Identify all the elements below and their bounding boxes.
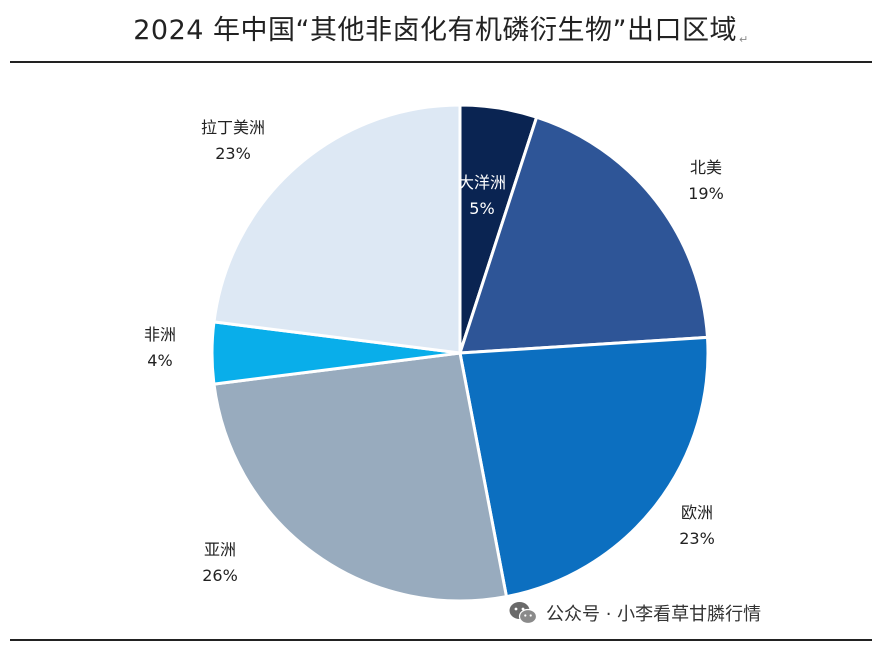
slice-pct-2: 23% bbox=[679, 529, 715, 548]
slice-pct-1: 19% bbox=[688, 184, 724, 203]
top-rule bbox=[10, 61, 872, 63]
pie-labels: 大洋洲 5% 北美 19% 欧洲 23% 亚洲 26% 非洲 4% 拉丁美洲 23% bbox=[144, 118, 724, 585]
paragraph-mark-icon: ↵ bbox=[739, 33, 749, 46]
slice-label-3: 亚洲 bbox=[204, 540, 236, 559]
chart-title: 2024 年中国“其他非卤化有机磷衍生物”出口区域 ↵ bbox=[0, 8, 882, 47]
slice-label-1: 北美 bbox=[690, 158, 722, 177]
slice-pct-0: 5% bbox=[469, 199, 494, 218]
pie-slices bbox=[210, 103, 710, 603]
pie-slice-2 bbox=[458, 335, 710, 599]
pie-slice-5 bbox=[212, 103, 462, 355]
watermark: 公众号 · 小李看草甘膦行情 bbox=[508, 598, 761, 628]
pie-slice-1 bbox=[458, 115, 710, 355]
slice-pct-3: 26% bbox=[202, 566, 238, 585]
chart-title-text: 2024 年中国“其他非卤化有机磷衍生物”出口区域 bbox=[133, 15, 738, 46]
pie-slice-3 bbox=[212, 351, 508, 603]
slice-label-4: 非洲 bbox=[144, 325, 176, 344]
slice-label-2: 欧洲 bbox=[681, 503, 713, 522]
slice-label-5: 拉丁美洲 bbox=[201, 118, 265, 137]
wechat-icon bbox=[509, 602, 538, 625]
watermark-text: 公众号 · 小李看草甘膦行情 bbox=[546, 604, 762, 625]
slice-pct-4: 4% bbox=[147, 351, 172, 370]
slice-label-0: 大洋洲 bbox=[458, 173, 506, 192]
bottom-rule bbox=[10, 639, 872, 641]
slice-pct-5: 23% bbox=[215, 144, 251, 163]
